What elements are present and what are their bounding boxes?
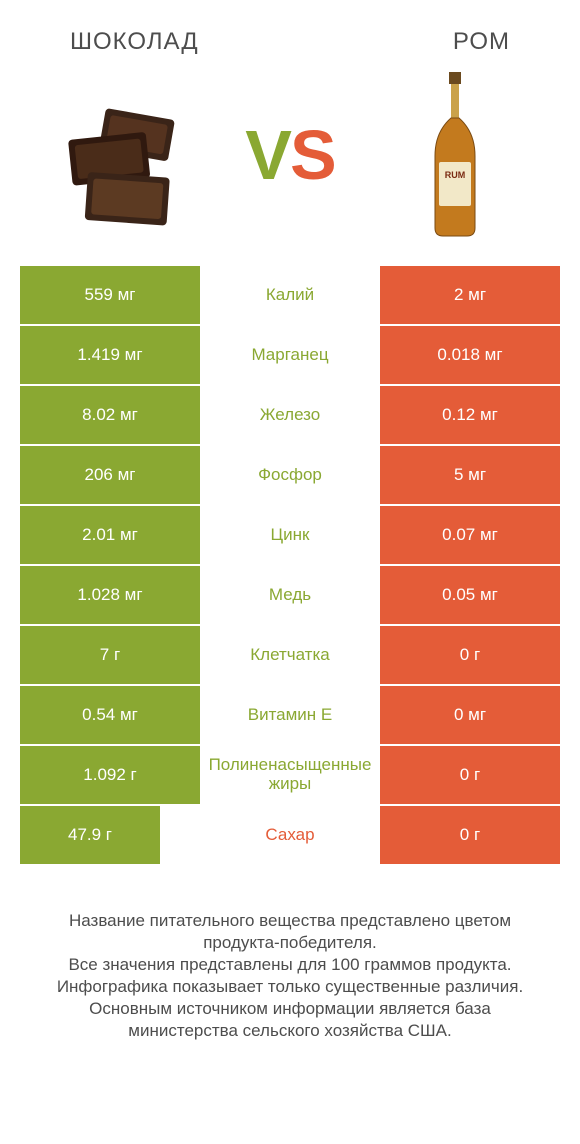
table-row: 559 мгКалий2 мг: [20, 266, 560, 324]
left-value: 8.02 мг: [20, 386, 200, 444]
right-value: 5 мг: [380, 446, 560, 504]
header: ШОКОЛАД РОМ: [0, 0, 580, 64]
nutrient-label: Медь: [200, 566, 380, 624]
table-row: 47.9 г Сахар0 г: [20, 806, 560, 864]
right-value: 2 мг: [380, 266, 560, 324]
right-value: 0.018 мг: [380, 326, 560, 384]
table-row: 206 мгФосфор5 мг: [20, 446, 560, 504]
table-row: 0.54 мгВитамин E0 мг: [20, 686, 560, 744]
nutrient-label: Полиненасыщенные жиры: [200, 746, 380, 804]
left-value: 47.9 г: [20, 806, 160, 864]
left-value: 206 мг: [20, 446, 200, 504]
nutrient-label: Фосфор: [200, 446, 380, 504]
left-value: 1.092 г: [20, 746, 200, 804]
nutrient-label: Калий: [200, 266, 380, 324]
right-value: 0.07 мг: [380, 506, 560, 564]
nutrient-label: Цинк: [200, 506, 380, 564]
comparison-table: 559 мгКалий2 мг1.419 мгМарганец0.018 мг8…: [0, 266, 580, 864]
table-row: 1.092 гПолиненасыщенные жиры0 г: [20, 746, 560, 804]
rum-image: RUM: [370, 70, 540, 240]
right-value: 0.12 мг: [380, 386, 560, 444]
vs-label: VS: [245, 115, 334, 195]
right-value: 0 г: [380, 626, 560, 684]
table-row: 1.419 мгМарганец0.018 мг: [20, 326, 560, 384]
nutrient-label: Витамин E: [200, 686, 380, 744]
vs-v: V: [245, 116, 290, 194]
image-row: VS RUM: [0, 64, 580, 266]
right-value: 0 г: [380, 746, 560, 804]
nutrient-label: Марганец: [200, 326, 380, 384]
nutrient-label: Железо: [200, 386, 380, 444]
product-right-name: РОМ: [453, 28, 510, 56]
table-row: 8.02 мгЖелезо0.12 мг: [20, 386, 560, 444]
chocolate-image: [40, 70, 210, 240]
right-value: 0 г: [380, 806, 560, 864]
right-value: 0.05 мг: [380, 566, 560, 624]
left-value: 1.419 мг: [20, 326, 200, 384]
left-value: 559 мг: [20, 266, 200, 324]
nutrient-label: Сахар: [200, 806, 380, 864]
product-left-name: ШОКОЛАД: [70, 28, 199, 56]
table-row: 2.01 мгЦинк0.07 мг: [20, 506, 560, 564]
left-value: 7 г: [20, 626, 200, 684]
footer-note: Название питательного вещества представл…: [0, 866, 580, 1043]
table-row: 1.028 мгМедь0.05 мг: [20, 566, 560, 624]
vs-s: S: [290, 116, 335, 194]
svg-text:RUM: RUM: [445, 170, 466, 180]
table-row: 7 гКлетчатка0 г: [20, 626, 560, 684]
left-value: 0.54 мг: [20, 686, 200, 744]
left-value: 2.01 мг: [20, 506, 200, 564]
left-value: 1.028 мг: [20, 566, 200, 624]
right-value: 0 мг: [380, 686, 560, 744]
nutrient-label: Клетчатка: [200, 626, 380, 684]
